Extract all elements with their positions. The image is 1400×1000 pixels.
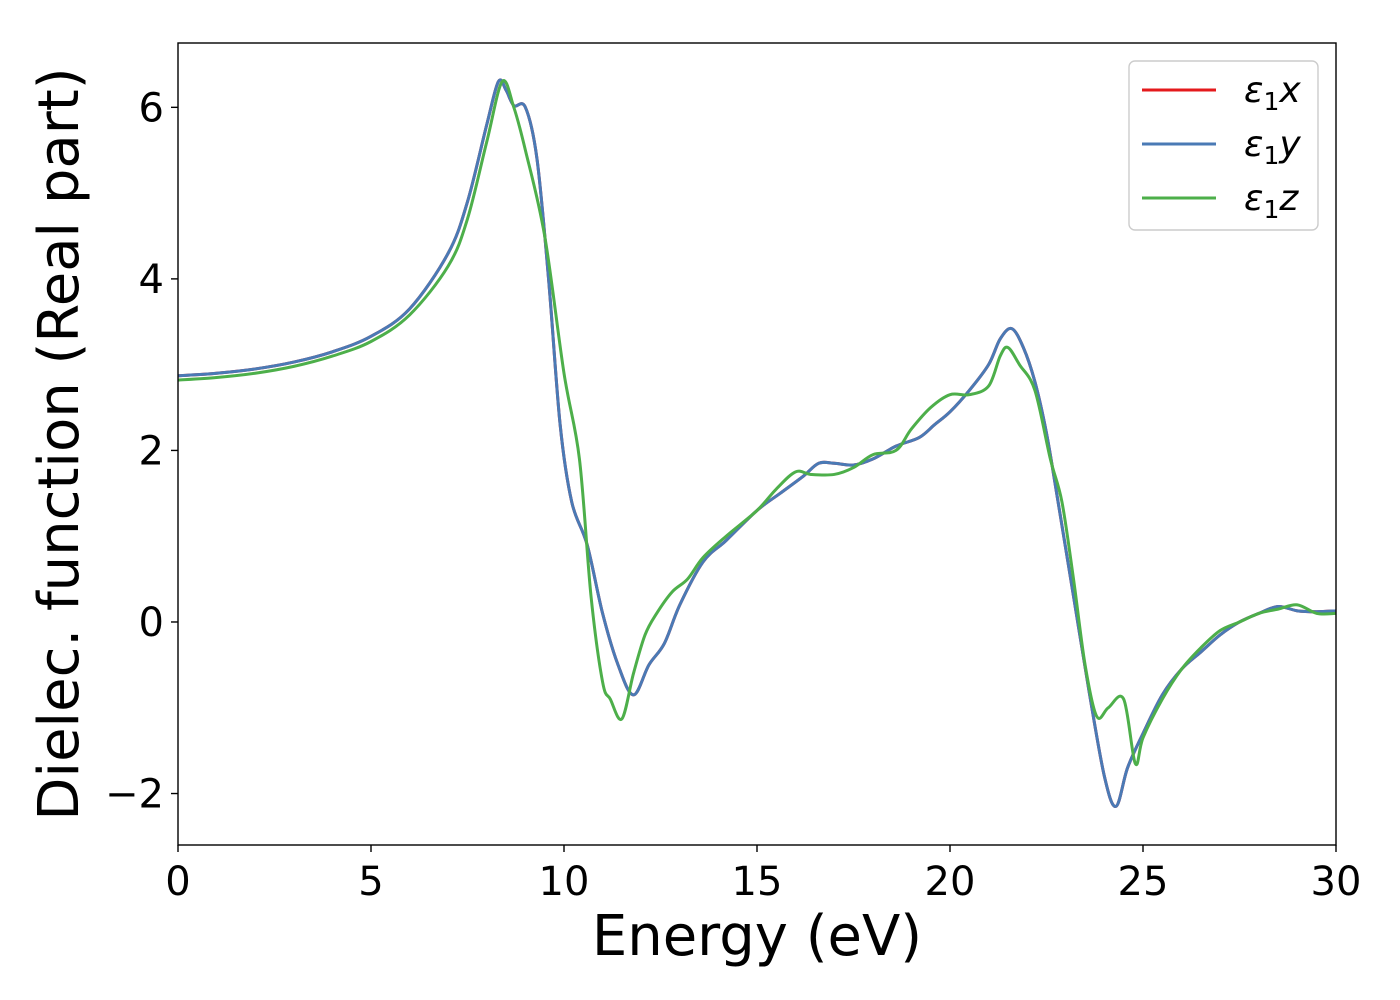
legend-label-subscript: 1 [1263,87,1279,116]
legend-label-symbol: ε [1244,124,1263,165]
legend-label-subscript: 1 [1263,195,1279,224]
x-tick-label: 15 [732,859,783,905]
x-tick-label: 25 [1118,859,1169,905]
legend-label-variable: x [1278,70,1301,111]
series-layer [178,78,1336,808]
y-axis-title: Dielec. function (Real part) [27,67,92,820]
legend-label: ε1x [1244,70,1301,116]
y-tick-label: −2 [105,772,164,818]
x-tick-label: 0 [165,859,190,905]
y-tick-label: 6 [139,85,164,131]
y-tick-label: 4 [139,257,164,303]
x-tick-label: 5 [358,859,383,905]
legend-label-symbol: ε [1244,178,1263,219]
x-tick-label: 30 [1311,859,1362,905]
y-tick-label: 0 [139,600,164,646]
x-tick-label: 20 [925,859,976,905]
legend-label-variable: y [1278,124,1301,165]
x-tick-label: 10 [539,859,590,905]
series-line-3 [178,79,1336,767]
legend-label: ε1z [1244,178,1299,224]
x-axis: 0 5 10 15 20 25 30 [165,845,1361,905]
y-tick-label: 2 [139,428,164,474]
y-axis: −2 0 2 4 6 [105,85,178,818]
legend-label-subscript: 1 [1263,141,1279,170]
legend-label-symbol: ε [1244,70,1263,111]
x-axis-title: Energy (eV) [592,904,922,969]
legend-box [1128,60,1319,231]
legend-label: ε1y [1244,124,1301,170]
series-line-2 [178,78,1336,808]
legend-label-variable: z [1278,178,1299,219]
